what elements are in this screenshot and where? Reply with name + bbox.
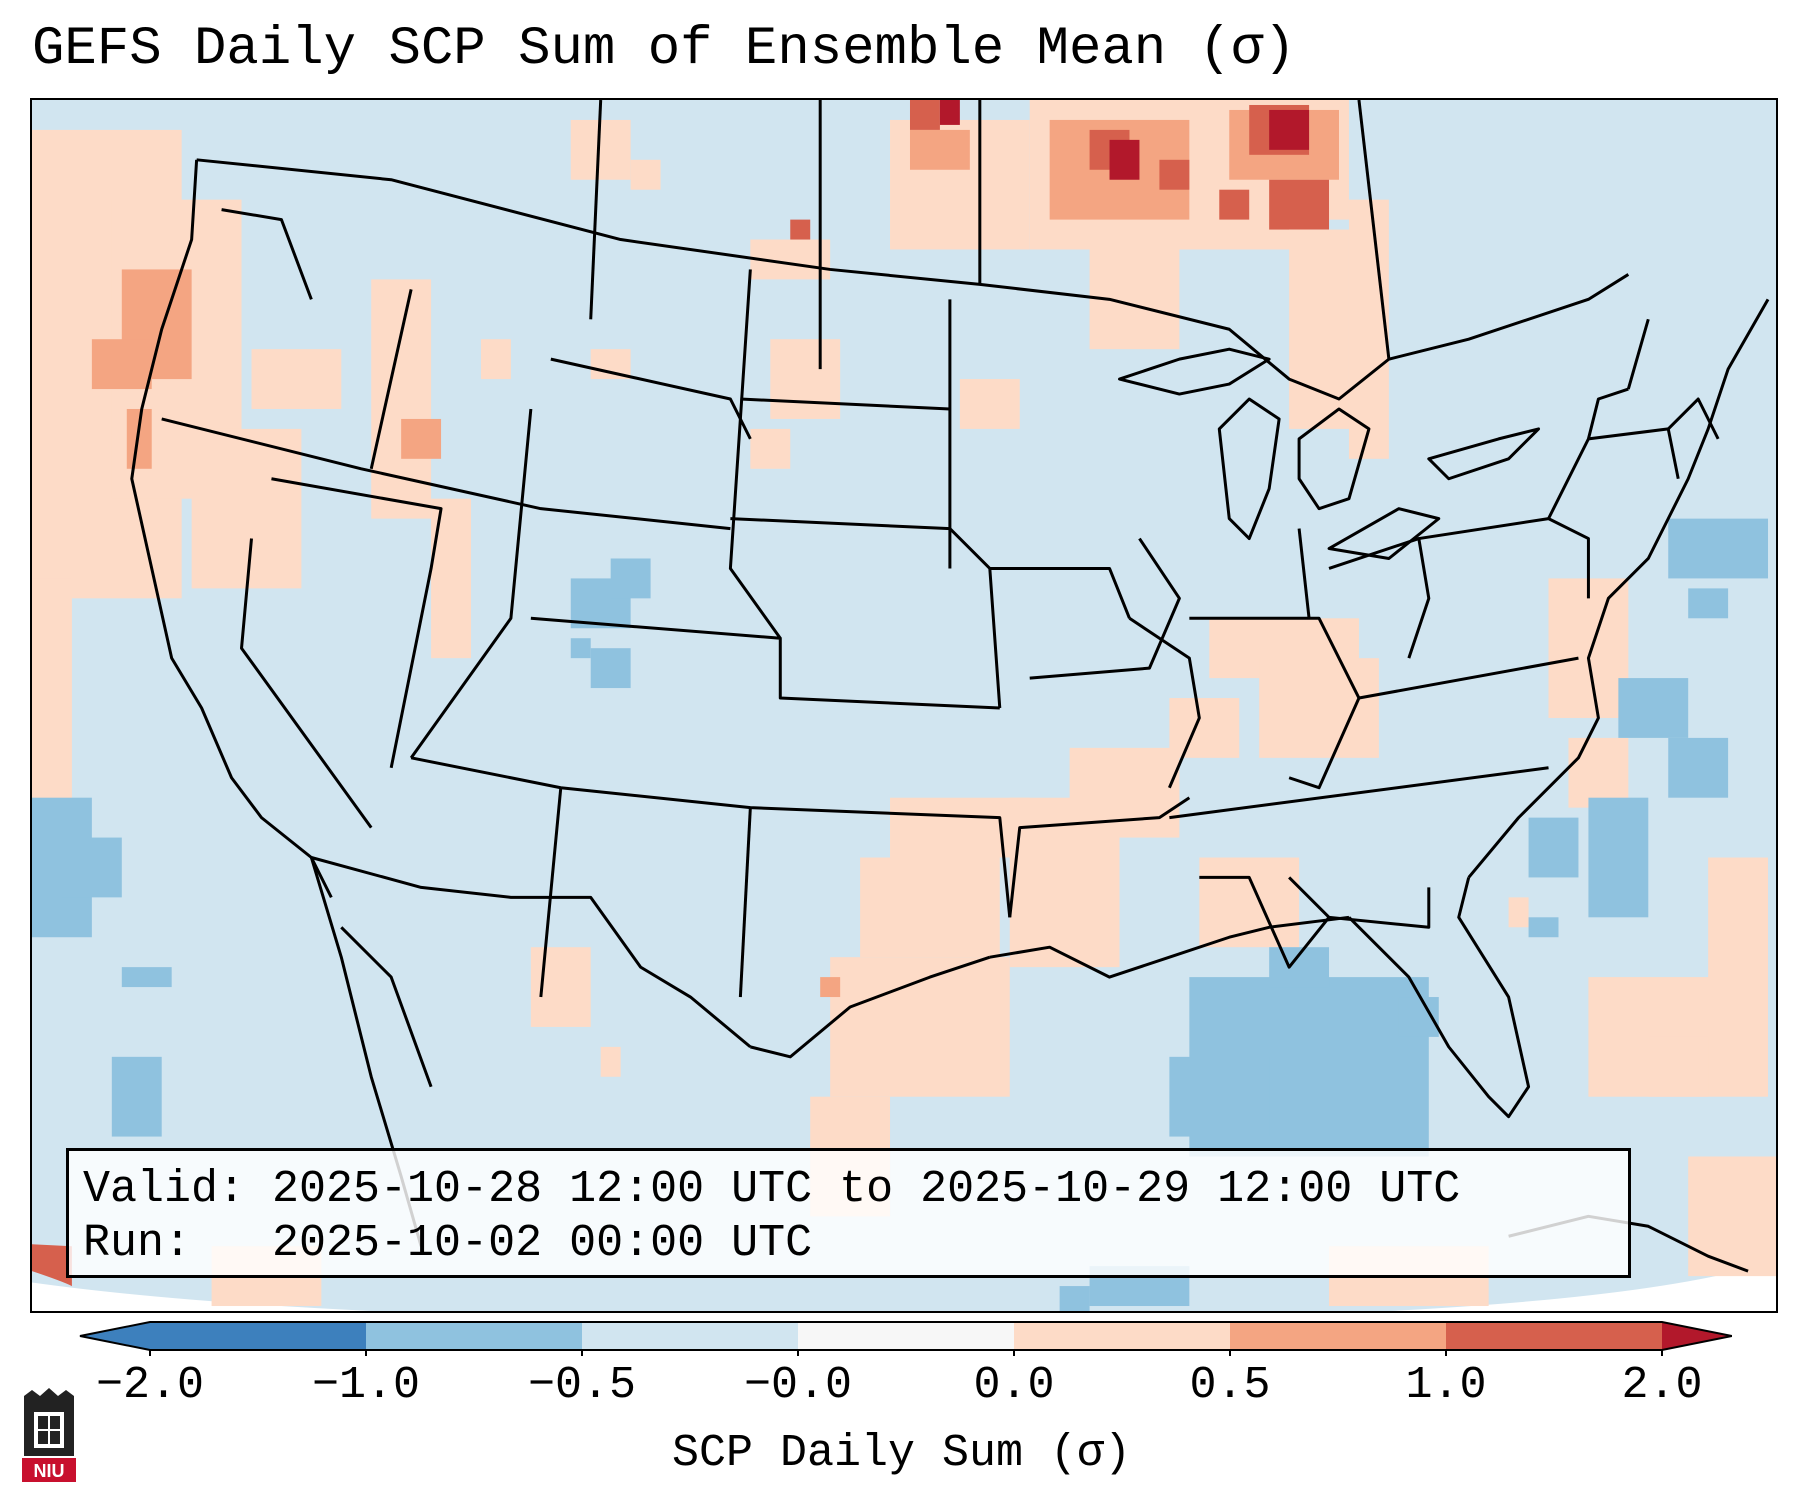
valid-run-info-box: Valid: 2025-10-28 12:00 UTC to 2025-10-2…	[66, 1148, 1631, 1278]
colorbar	[79, 1321, 1732, 1356]
niu-logo-text: NIU	[33, 1461, 65, 1481]
colorbar-tick-label: 1.0	[1405, 1360, 1487, 1411]
colorbar-segment	[798, 1322, 1015, 1350]
colorbar-extend-min	[80, 1322, 150, 1350]
colorbar-segment	[1446, 1322, 1663, 1350]
colorbar-segment	[1014, 1322, 1231, 1350]
colorbar-tick-label: 0.5	[1189, 1360, 1271, 1411]
colorbar-segment	[1230, 1322, 1447, 1350]
colorbar-extend-max	[1662, 1322, 1732, 1350]
map-panel	[30, 98, 1778, 1313]
field-background	[32, 100, 1776, 1311]
state-boundaries	[130, 100, 1770, 1273]
colorbar-tick-label: 2.0	[1621, 1360, 1703, 1411]
colorbar-tick-label: 0.0	[973, 1360, 1055, 1411]
colorbar-tick-label: −1.0	[311, 1360, 421, 1411]
colorbar-label: SCP Daily Sum (σ)	[671, 1428, 1132, 1479]
colorbar-tick-label: −2.0	[95, 1360, 205, 1411]
colorbar-segment	[582, 1322, 799, 1350]
map-canvas	[32, 100, 1776, 1311]
run-line: Run: 2025-10-02 00:00 UTC	[83, 1218, 813, 1269]
colorbar-segment	[150, 1322, 367, 1350]
colorbar-tick-label: −0.0	[743, 1360, 853, 1411]
colorbar-segment	[366, 1322, 583, 1350]
niu-logo	[22, 1388, 76, 1482]
chart-title: GEFS Daily SCP Sum of Ensemble Mean (σ)	[32, 19, 1296, 80]
colorbar-tick-label: −0.5	[527, 1360, 637, 1411]
valid-line: Valid: 2025-10-28 12:00 UTC to 2025-10-2…	[83, 1164, 1461, 1215]
